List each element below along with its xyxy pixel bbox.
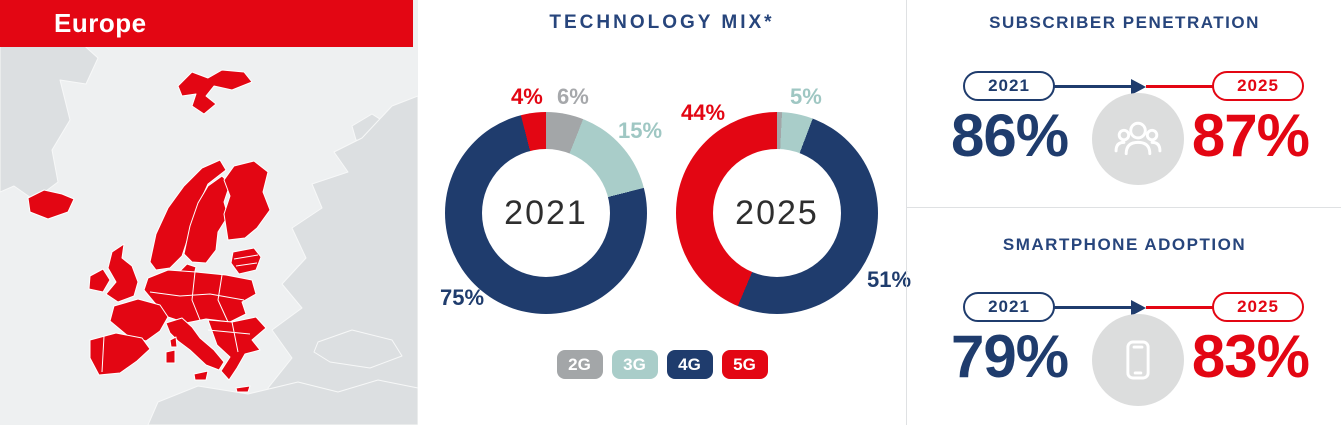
subscriber-penetration-title: SUBSCRIBER PENETRATION [989,13,1260,32]
arrow-line-navy [1054,85,1132,88]
map-red-corsica [169,336,178,348]
smartphone-adoption-2021-value: 79% [951,323,1069,390]
arrow-line-navy [1054,306,1132,309]
subscriber-penetration-2021-value: 86% [951,102,1069,169]
map-red-finland [223,160,271,241]
donut-2025-center: 2025 [713,149,841,277]
year-pill-2025: 2025 [1212,71,1304,101]
region-title: Europe [54,8,147,38]
map-red-sweden [183,175,231,264]
map-land-greenland [0,39,99,201]
legend-badge-2g: 2G [556,350,603,379]
map-red-sicily [193,370,209,381]
donut-2021-center: 2021 [482,149,610,277]
map-red-iceland [27,189,75,220]
stats-section: SUBSCRIBER PENETRATION 2021 2025 86% 87% [906,0,1341,425]
arrow-head-icon [1131,300,1146,316]
year-pill-2021: 2021 [963,71,1055,101]
donut-2025-4g-label: 51% [867,267,912,292]
map-red-iberia [89,332,151,376]
map-red-crete [235,385,251,393]
smartphone-adoption-title: SMARTPHONE ADOPTION [1002,235,1247,254]
donut-2021-year-label: 2021 [504,193,588,232]
map-red-france [109,298,169,342]
map-red-svalbard [177,69,253,115]
arrow-line-red [1146,85,1213,88]
region-banner: Europe [0,0,413,47]
europe-map [0,0,418,425]
smartphone-adoption-2025-value: 83% [1191,323,1310,390]
donut-chart-2021: 2021 [445,112,647,314]
subscriber-penetration-2025-value: 87% [1191,102,1310,169]
year-pill-2021: 2021 [963,292,1055,322]
people-icon [1092,93,1184,185]
smartphone-icon [1092,314,1184,406]
donut-2021-2g-label: 6% [557,84,589,109]
donut-2025-5g-label: 44% [681,100,726,125]
technology-mix-title: TECHNOLOGY MIX* [549,12,775,33]
map-red-sardinia [165,349,176,364]
map-red-norway [149,159,227,271]
donut-2025-year-label: 2025 [735,193,819,232]
map-red-ireland [88,268,111,293]
map-land-turkey [313,329,403,369]
smartphone-adoption-panel: SMARTPHONE ADOPTION 2021 2025 79% 83% [907,207,1341,425]
donut-2025-3g-label: 5% [790,84,822,109]
legend-badge-3g: 3G [611,350,658,379]
donut-2021-5g-label: 4% [511,84,543,109]
map-red-uk [105,243,139,303]
map-red-baltics [230,247,262,275]
technology-legend: 2G 3G 4G 5G [418,350,906,379]
legend-badge-4g: 4G [666,350,713,379]
year-pill-2025: 2025 [1212,292,1304,322]
map-land-north-africa [147,379,418,425]
donut-2021-3g-label: 15% [618,118,663,143]
arrow-line-red [1146,306,1213,309]
subscriber-penetration-panel: SUBSCRIBER PENETRATION 2021 2025 86% 87% [907,0,1341,207]
donut-2021-4g-label: 75% [440,285,485,310]
legend-badge-5g: 5G [721,350,768,379]
europe-map-section: Europe [0,0,418,425]
arrow-head-icon [1131,79,1146,95]
donut-chart-2025: 2025 [676,112,878,314]
technology-mix-section: TECHNOLOGY MIX* 2021 2025 4% 6% 15% 75% … [418,0,911,425]
